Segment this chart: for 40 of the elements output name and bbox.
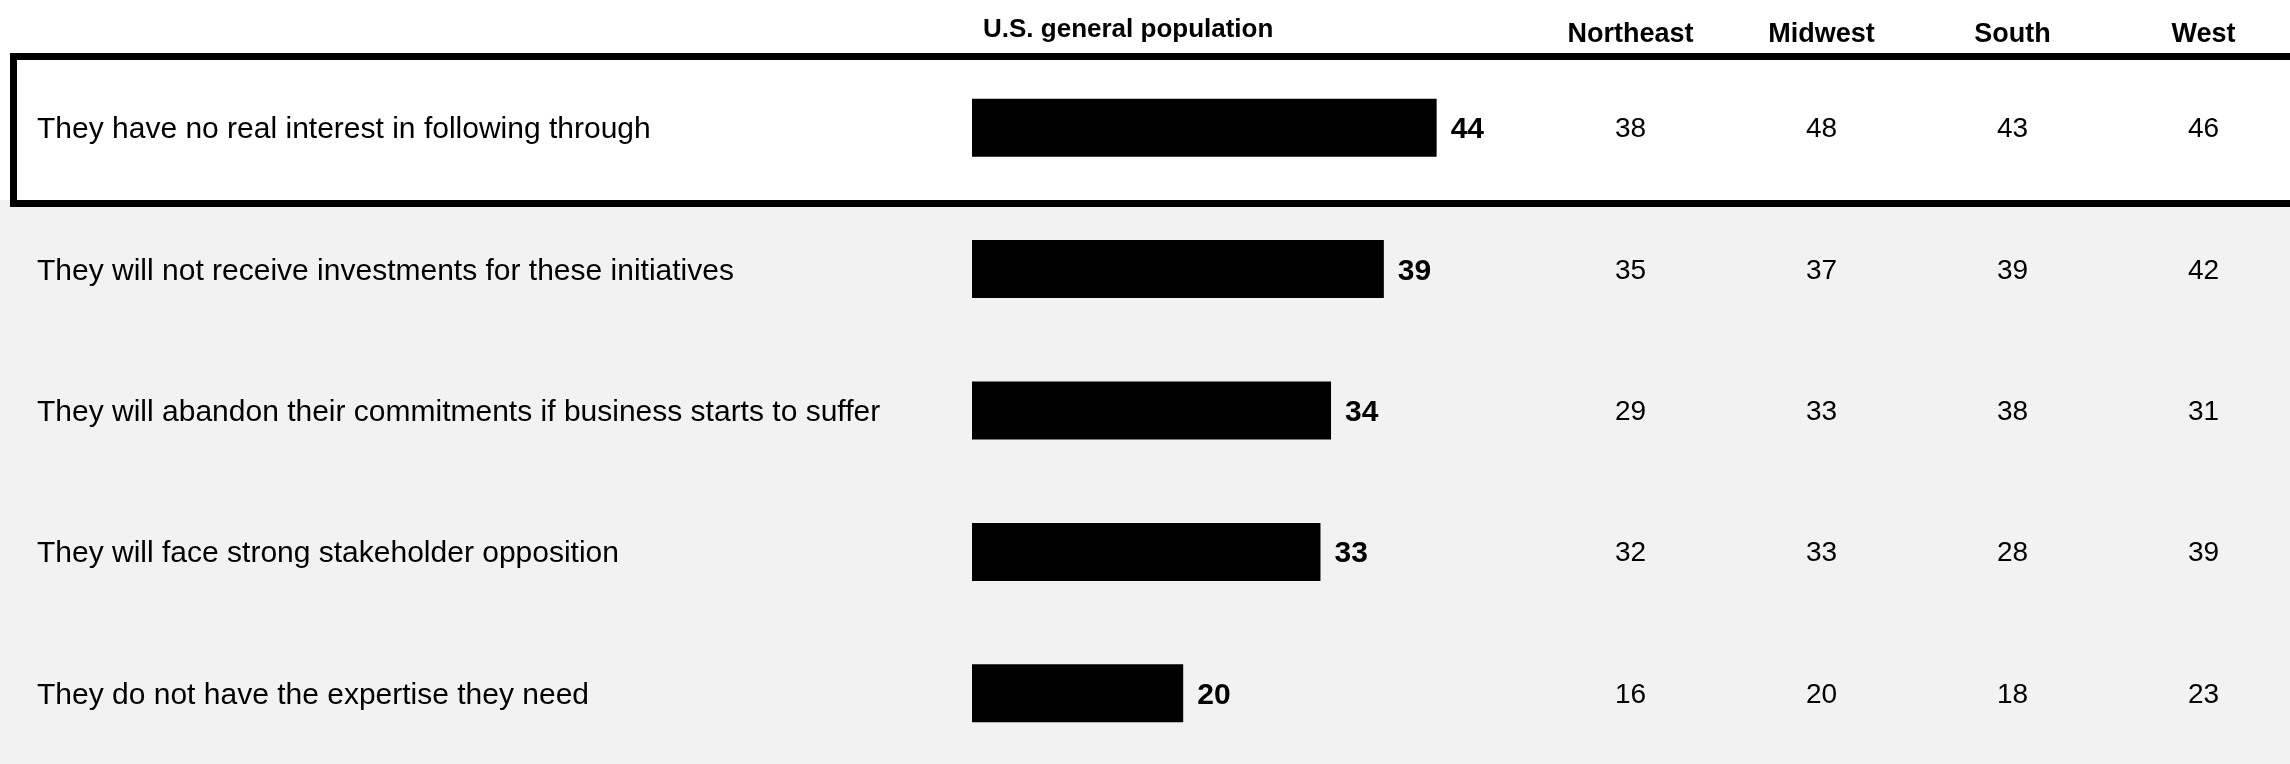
bar	[972, 98, 1437, 157]
data-label: 33	[1805, 536, 1838, 568]
data-label: 16	[1614, 677, 1647, 709]
data-label: 42	[2187, 253, 2220, 285]
y-tick-label: They will face strong stakeholder opposition	[37, 535, 619, 569]
bar	[972, 664, 1184, 723]
data-label: 37	[1805, 253, 1838, 285]
text: Midwest	[1768, 17, 1875, 48]
data-label: 33	[1334, 535, 1368, 569]
data-label: 28	[1996, 536, 2029, 568]
data-label: 38	[1996, 395, 2029, 426]
data-label: 39	[1996, 253, 2029, 285]
data-label: 23	[2187, 677, 2220, 709]
y-tick-label: They will abandon their commitments if business starts to suffer	[37, 394, 881, 427]
data-label: 46	[2187, 112, 2220, 144]
data-label: 33	[1805, 395, 1838, 426]
y-tick-label: They do not have the expertise they need	[37, 676, 590, 710]
chart-title: U.S. general population	[983, 13, 1274, 43]
bar	[972, 381, 1332, 440]
y-tick-label: They will not receive investments for these initiatives	[37, 252, 734, 286]
text: West	[2171, 17, 2236, 48]
data-label: 44	[1450, 111, 1485, 145]
data-label: 18	[1996, 677, 2029, 709]
data-label: 48	[1805, 112, 1838, 144]
data-label: 20	[1805, 677, 1838, 709]
bar	[972, 522, 1321, 581]
bar	[972, 240, 1384, 299]
data-label: 20	[1197, 676, 1231, 710]
text: Northeast	[1567, 17, 1694, 48]
data-label: 39	[1397, 252, 1432, 286]
data-label: 34	[1345, 394, 1379, 427]
data-label: 43	[1996, 112, 2029, 144]
data-label: 39	[2187, 536, 2220, 568]
data-label: 31	[2187, 395, 2220, 426]
text: South	[1974, 17, 2051, 48]
data-label: 38	[1614, 112, 1647, 144]
y-tick-label: They have no real interest in following through	[37, 111, 651, 145]
data-label: 32	[1614, 536, 1647, 568]
data-label: 35	[1614, 253, 1647, 285]
data-label: 29	[1614, 395, 1647, 426]
